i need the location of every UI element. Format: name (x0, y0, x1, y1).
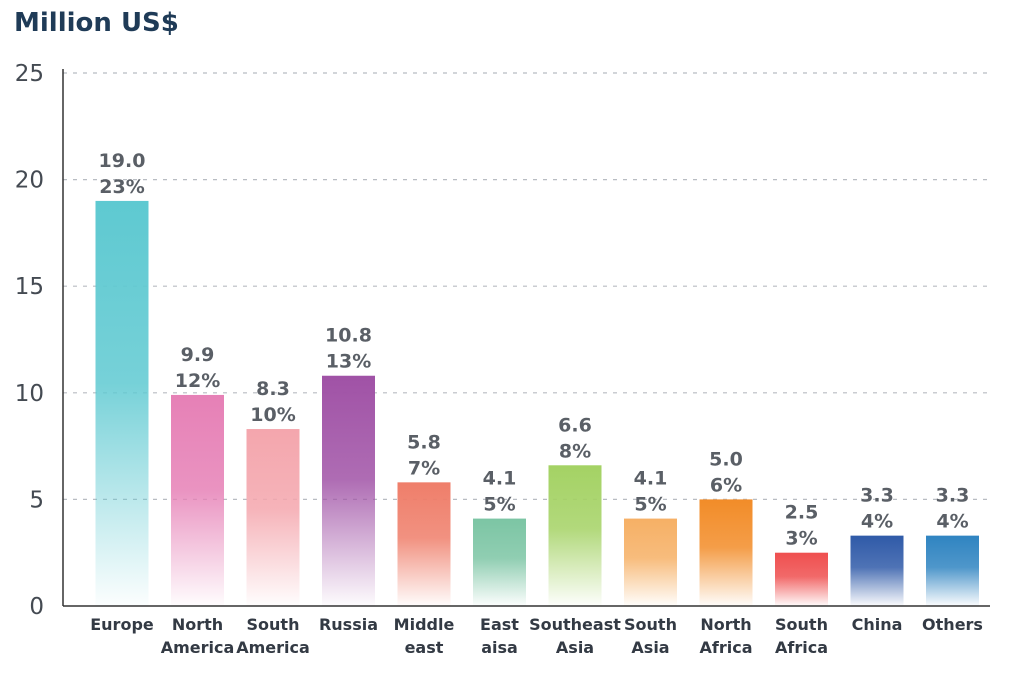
value-label: 3.3 (936, 485, 970, 507)
percent-label: 3% (785, 528, 817, 550)
value-label: 9.9 (181, 344, 215, 366)
bar (95, 200, 149, 607)
category-label: North America (161, 615, 235, 657)
category-label: Russia (319, 615, 378, 634)
value-label: 3.3 (860, 485, 894, 507)
y-tick-label: 5 (29, 487, 44, 513)
bar (699, 499, 753, 606)
value-label: 5.0 (709, 448, 743, 470)
percent-label: 8% (559, 440, 591, 462)
percent-label: 10% (250, 404, 295, 426)
percent-label: 6% (710, 474, 742, 496)
value-label: 10.8 (325, 325, 372, 347)
bar (322, 375, 375, 606)
category-label: North Africa (700, 615, 753, 657)
bar (397, 482, 451, 606)
category-label: East aisa (480, 615, 519, 657)
percent-label: 23% (99, 176, 144, 198)
percent-label: 7% (408, 457, 440, 479)
percent-label: 13% (326, 351, 371, 373)
grid-lines (63, 72, 990, 500)
category-label: South Africa (775, 615, 828, 657)
percent-label: 5% (634, 494, 666, 516)
category-label: China (852, 615, 903, 634)
bar (171, 394, 224, 606)
percent-label: 4% (936, 511, 968, 533)
bar (926, 535, 979, 606)
bar (850, 535, 904, 606)
value-label: 4.1 (634, 468, 668, 490)
bars (95, 200, 979, 607)
category-label: Europe (90, 615, 154, 634)
bar (246, 429, 300, 606)
bar (775, 552, 828, 606)
value-label: 19.0 (99, 150, 146, 172)
percent-label: 4% (861, 511, 893, 533)
percent-label: 5% (483, 494, 515, 516)
category-label: Others (922, 615, 983, 634)
bar (624, 518, 677, 606)
y-tick-label: 10 (15, 381, 44, 407)
y-tick-label: 25 (15, 61, 44, 87)
bar (473, 518, 526, 606)
category-label: South America (236, 615, 310, 657)
y-tick-label: 15 (15, 274, 44, 300)
y-tick-label: 0 (29, 594, 44, 620)
value-label: 5.8 (407, 431, 441, 453)
y-axis-unit-label: Million US$ (14, 8, 179, 38)
value-label: 6.6 (558, 414, 592, 436)
value-label: 4.1 (483, 468, 517, 490)
value-label: 2.5 (785, 502, 819, 524)
value-label: 8.3 (256, 378, 290, 400)
y-tick-labels: 0 5 10 15 20 25 (15, 61, 44, 620)
category-label: Middle east (394, 615, 455, 657)
bar (548, 465, 602, 606)
y-tick-label: 20 (15, 168, 44, 194)
value-labels: 23% 19.0 12% 9.9 10% 8.3 13% 10.8 7% 5.8 5% 4.1 8% 6.… (99, 150, 970, 550)
percent-label: 12% (175, 370, 220, 392)
category-label: Southeast Asia (529, 615, 621, 657)
category-label: South Asia (624, 615, 677, 657)
